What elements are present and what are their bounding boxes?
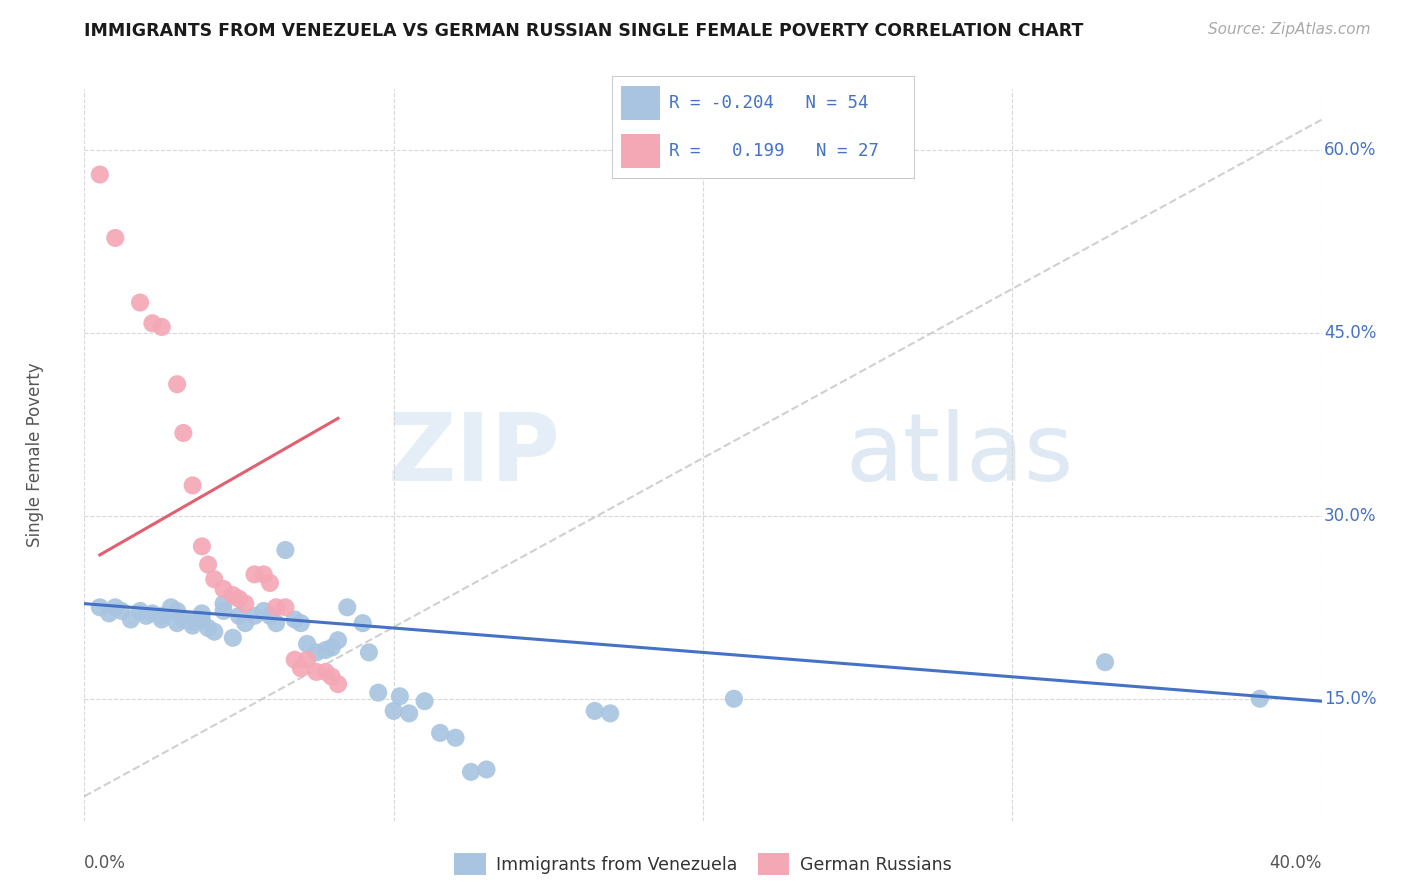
Point	[274, 600, 297, 615]
Point	[181, 615, 204, 629]
Point	[129, 604, 152, 618]
Text: R = -0.204   N = 54: R = -0.204 N = 54	[669, 94, 869, 112]
Text: IMMIGRANTS FROM VENEZUELA VS GERMAN RUSSIAN SINGLE FEMALE POVERTY CORRELATION CH: IMMIGRANTS FROM VENEZUELA VS GERMAN RUSS…	[84, 22, 1084, 40]
Point	[315, 665, 337, 679]
Point	[264, 616, 287, 631]
Point	[172, 425, 194, 440]
Point	[191, 539, 214, 553]
Text: Single Female Poverty: Single Female Poverty	[25, 363, 44, 547]
Point	[243, 608, 266, 623]
Point	[1094, 655, 1116, 669]
Point	[284, 613, 307, 627]
Point	[357, 645, 380, 659]
Point	[120, 613, 142, 627]
Point	[197, 558, 219, 572]
Point	[321, 670, 343, 684]
Point	[191, 613, 214, 627]
Point	[583, 704, 606, 718]
Point	[98, 607, 121, 621]
Point	[429, 726, 451, 740]
Point	[599, 706, 621, 721]
Point	[398, 706, 420, 721]
Text: 0.0%: 0.0%	[84, 854, 127, 871]
Point	[305, 645, 328, 659]
Point	[413, 694, 436, 708]
Point	[150, 613, 173, 627]
Text: R =   0.199   N = 27: R = 0.199 N = 27	[669, 142, 879, 161]
Point	[172, 613, 194, 627]
Legend: Immigrants from Venezuela, German Russians: Immigrants from Venezuela, German Russia…	[447, 847, 959, 881]
Point	[89, 600, 111, 615]
Point	[382, 704, 405, 718]
Point	[305, 665, 328, 679]
Point	[290, 616, 312, 631]
Point	[475, 763, 498, 777]
Point	[141, 607, 163, 621]
Point	[212, 582, 235, 596]
Point	[295, 653, 318, 667]
Point	[160, 600, 183, 615]
Bar	[620, 87, 659, 120]
Point	[295, 637, 318, 651]
Point	[315, 643, 337, 657]
Point	[104, 600, 127, 615]
Text: atlas: atlas	[845, 409, 1074, 501]
Point	[284, 653, 307, 667]
Point	[202, 572, 225, 586]
Point	[460, 764, 482, 779]
Text: Source: ZipAtlas.com: Source: ZipAtlas.com	[1208, 22, 1371, 37]
Point	[243, 567, 266, 582]
Point	[166, 377, 188, 392]
Point	[104, 231, 127, 245]
Point	[222, 631, 245, 645]
Point	[388, 690, 411, 704]
Point	[166, 604, 188, 618]
Text: 60.0%: 60.0%	[1324, 141, 1376, 159]
Point	[181, 478, 204, 492]
Text: 45.0%: 45.0%	[1324, 324, 1376, 342]
Point	[150, 608, 173, 623]
Point	[321, 640, 343, 655]
Point	[352, 616, 374, 631]
Text: 15.0%: 15.0%	[1324, 690, 1376, 707]
Point	[326, 633, 349, 648]
Point	[259, 576, 281, 591]
Point	[212, 604, 235, 618]
Point	[253, 567, 276, 582]
Point	[191, 607, 214, 621]
Point	[228, 591, 250, 606]
Point	[723, 691, 745, 706]
Point	[367, 685, 389, 699]
Text: 40.0%: 40.0%	[1270, 854, 1322, 871]
Point	[135, 608, 157, 623]
Point	[202, 624, 225, 639]
Point	[444, 731, 467, 745]
Point	[233, 597, 256, 611]
Point	[110, 604, 132, 618]
Point	[326, 677, 349, 691]
Point	[212, 597, 235, 611]
Point	[166, 616, 188, 631]
Point	[150, 320, 173, 334]
Point	[274, 543, 297, 558]
Point	[141, 316, 163, 330]
Bar	[620, 135, 659, 168]
Text: 30.0%: 30.0%	[1324, 507, 1376, 524]
Point	[264, 600, 287, 615]
Point	[336, 600, 359, 615]
Point	[228, 608, 250, 623]
Point	[259, 608, 281, 623]
Point	[129, 295, 152, 310]
Point	[222, 588, 245, 602]
Point	[89, 168, 111, 182]
Point	[1249, 691, 1271, 706]
Point	[290, 661, 312, 675]
Point	[181, 618, 204, 632]
Text: ZIP: ZIP	[388, 409, 561, 501]
Point	[253, 604, 276, 618]
Point	[197, 621, 219, 635]
Point	[233, 616, 256, 631]
